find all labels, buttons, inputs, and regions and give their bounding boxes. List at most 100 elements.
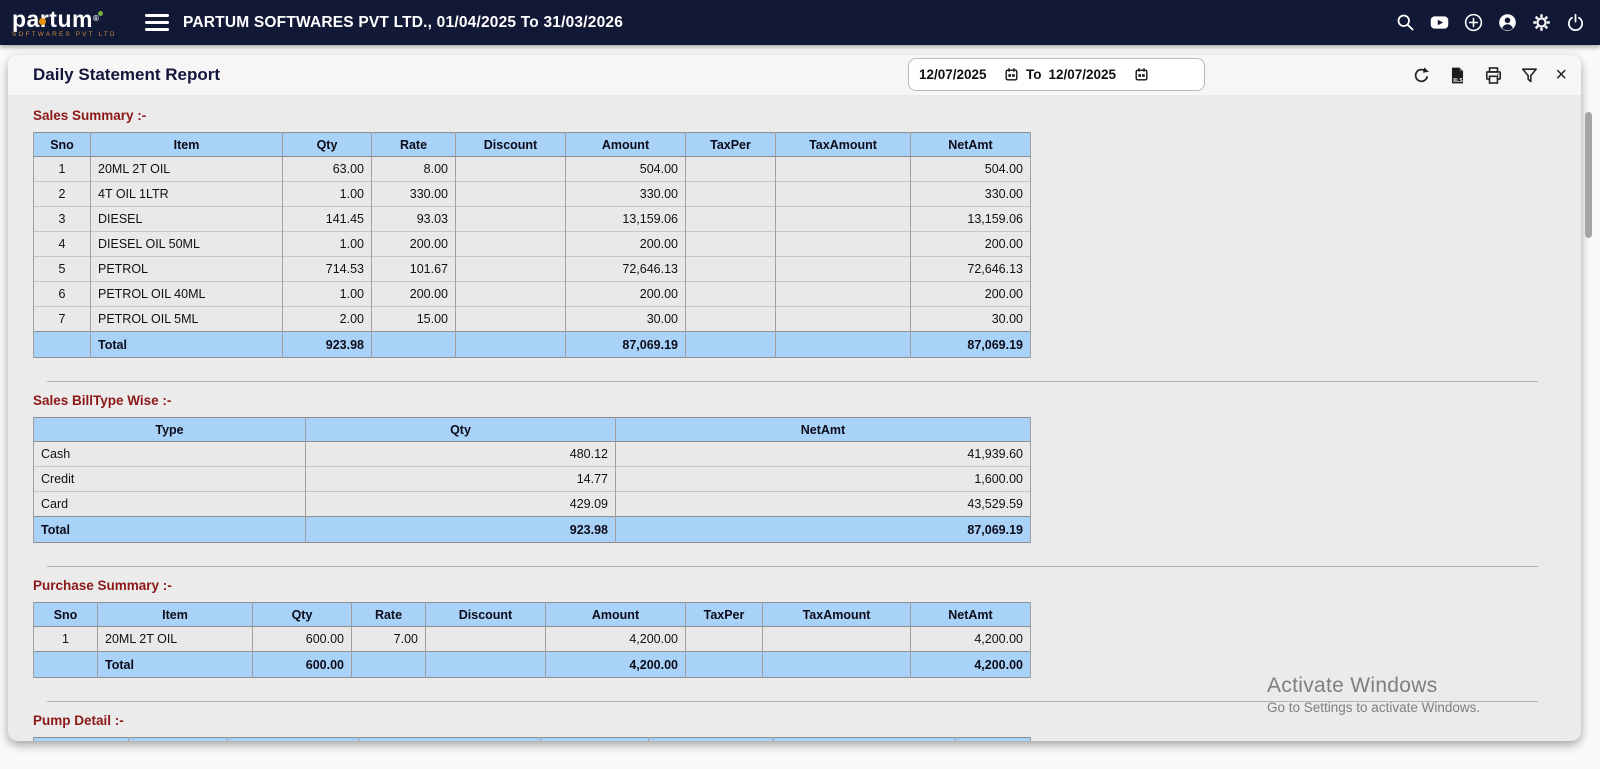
table-cell bbox=[775, 256, 911, 282]
column-header: Rate bbox=[371, 132, 456, 157]
table-cell: 4,200.00 bbox=[910, 626, 1031, 652]
calendar-icon[interactable] bbox=[1004, 67, 1019, 82]
table-row: 1 20ML 2T OIL 600.00 7.00 4,200.00 4,200.00 bbox=[33, 626, 1031, 652]
table-header-row: Sno Item Qty Rate Discount Amount TaxPer TaxAmo… bbox=[33, 132, 1031, 157]
table-cell: 72,646.13 bbox=[910, 256, 1031, 282]
table-cell: 20ML 2T OIL bbox=[90, 156, 283, 182]
table-cell bbox=[685, 281, 776, 307]
column-header bbox=[648, 737, 774, 741]
table-cell: 200.00 bbox=[910, 281, 1031, 307]
refresh-icon[interactable] bbox=[1411, 65, 1431, 85]
table-row: 6 PETROL OIL 40ML 1.00 200.00 200.00 200.00 bbox=[33, 281, 1031, 307]
add-icon[interactable] bbox=[1462, 12, 1484, 34]
table-cell bbox=[685, 156, 776, 182]
logo-subtitle: SOFTWARES PVT LTD bbox=[12, 30, 117, 38]
activate-windows-watermark: Activate Windows Go to Settings to activ… bbox=[1267, 674, 1481, 715]
table-row: 5 PETROL 714.53 101.67 72,646.13 72,646.13 bbox=[33, 256, 1031, 282]
report-header: Daily Statement Report 12/07/2025 To 12/… bbox=[8, 55, 1581, 95]
table-cell: Credit bbox=[33, 466, 306, 492]
column-header: Qty bbox=[282, 132, 372, 157]
column-header bbox=[33, 737, 129, 741]
table-cell: 200.00 bbox=[565, 281, 686, 307]
purchase-summary-table: Sno Item Qty Rate Discount Amount TaxPer TaxAmo… bbox=[33, 602, 1581, 678]
table-cell: 200.00 bbox=[371, 231, 456, 257]
close-icon[interactable]: × bbox=[1555, 64, 1567, 86]
table-cell: 600.00 bbox=[252, 651, 352, 678]
column-header bbox=[955, 737, 1031, 741]
calendar-icon[interactable] bbox=[1134, 67, 1149, 82]
table-cell: 714.53 bbox=[282, 256, 372, 282]
table-cell: 13,159.06 bbox=[910, 206, 1031, 232]
column-header: TaxAmount bbox=[775, 132, 911, 157]
table-header-row: Sno Item Qty Rate Discount Amount TaxPer TaxAmo… bbox=[33, 602, 1031, 627]
table-cell bbox=[685, 331, 776, 358]
filter-icon[interactable] bbox=[1519, 65, 1539, 85]
print-icon[interactable] bbox=[1483, 65, 1503, 85]
table-cell: 7 bbox=[33, 306, 91, 332]
table-cell: 6 bbox=[33, 281, 91, 307]
table-cell: 13,159.06 bbox=[565, 206, 686, 232]
svg-text:XLS: XLS bbox=[1453, 77, 1463, 83]
table-cell bbox=[455, 181, 566, 207]
table-cell: 87,069.19 bbox=[910, 331, 1031, 358]
table-cell bbox=[685, 651, 763, 678]
table-row: 7 PETROL OIL 5ML 2.00 15.00 30.00 30.00 bbox=[33, 306, 1031, 332]
table-cell: 7.00 bbox=[351, 626, 426, 652]
column-header: Discount bbox=[425, 602, 546, 627]
table-cell: Total bbox=[33, 516, 306, 543]
table-cell bbox=[685, 206, 776, 232]
table-cell: 101.67 bbox=[371, 256, 456, 282]
table-cell: 200.00 bbox=[565, 231, 686, 257]
table-cell: 504.00 bbox=[910, 156, 1031, 182]
table-cell: PETROL OIL 5ML bbox=[90, 306, 283, 332]
column-header: NetAmt bbox=[910, 132, 1031, 157]
table-cell: 1 bbox=[33, 626, 98, 652]
app-logo[interactable]: partum® SOFTWARES PVT LTD bbox=[12, 7, 127, 38]
top-navbar: partum® SOFTWARES PVT LTD PARTUM SOFTWAR… bbox=[0, 0, 1600, 45]
search-icon[interactable] bbox=[1394, 12, 1416, 34]
table-cell: PETROL bbox=[90, 256, 283, 282]
column-header: Rate bbox=[351, 602, 426, 627]
purchase-summary-heading: Purchase Summary :- bbox=[33, 578, 172, 593]
date-to-input[interactable]: 12/07/2025 bbox=[1048, 67, 1117, 82]
vertical-scrollbar[interactable] bbox=[1585, 112, 1592, 238]
profile-icon[interactable] bbox=[1496, 12, 1518, 34]
column-header bbox=[227, 737, 359, 741]
table-row: 2 4T OIL 1LTR 1.00 330.00 330.00 330.00 bbox=[33, 181, 1031, 207]
section-divider bbox=[47, 566, 1538, 567]
table-cell bbox=[455, 206, 566, 232]
column-header: TaxAmount bbox=[762, 602, 911, 627]
table-cell: Total bbox=[90, 331, 283, 358]
table-cell: 14.77 bbox=[305, 466, 616, 492]
table-cell bbox=[455, 256, 566, 282]
youtube-icon[interactable] bbox=[1428, 12, 1450, 34]
table-row: Card 429.09 43,529.59 bbox=[33, 491, 1031, 517]
date-from-input[interactable]: 12/07/2025 bbox=[919, 67, 987, 82]
table-cell: 4T OIL 1LTR bbox=[90, 181, 283, 207]
column-header: Amount bbox=[565, 132, 686, 157]
hamburger-menu-icon[interactable] bbox=[145, 10, 169, 35]
table-cell: 4 bbox=[33, 231, 91, 257]
export-xls-icon[interactable]: XLS bbox=[1447, 65, 1467, 85]
settings-gear-icon[interactable] bbox=[1530, 12, 1552, 34]
column-header: Type bbox=[33, 417, 306, 442]
table-cell: 923.98 bbox=[305, 516, 616, 543]
power-icon[interactable] bbox=[1564, 12, 1586, 34]
table-cell: 63.00 bbox=[282, 156, 372, 182]
table-cell bbox=[455, 156, 566, 182]
table-cell: 4,200.00 bbox=[545, 651, 686, 678]
column-header: Item bbox=[97, 602, 253, 627]
table-row: 4 DIESEL OIL 50ML 1.00 200.00 200.00 200.00 bbox=[33, 231, 1031, 257]
column-header: Item bbox=[90, 132, 283, 157]
table-cell bbox=[775, 281, 911, 307]
table-row: 3 DIESEL 141.45 93.03 13,159.06 13,159.06 bbox=[33, 206, 1031, 232]
table-cell bbox=[685, 181, 776, 207]
table-cell: 30.00 bbox=[565, 306, 686, 332]
table-cell: Card bbox=[33, 491, 306, 517]
table-cell bbox=[425, 651, 546, 678]
table-cell bbox=[455, 281, 566, 307]
table-cell bbox=[775, 181, 911, 207]
table-cell: 2.00 bbox=[282, 306, 372, 332]
logo-orange-dot bbox=[39, 17, 46, 25]
table-total-row: Total 600.00 4,200.00 4,200.00 bbox=[33, 651, 1031, 678]
